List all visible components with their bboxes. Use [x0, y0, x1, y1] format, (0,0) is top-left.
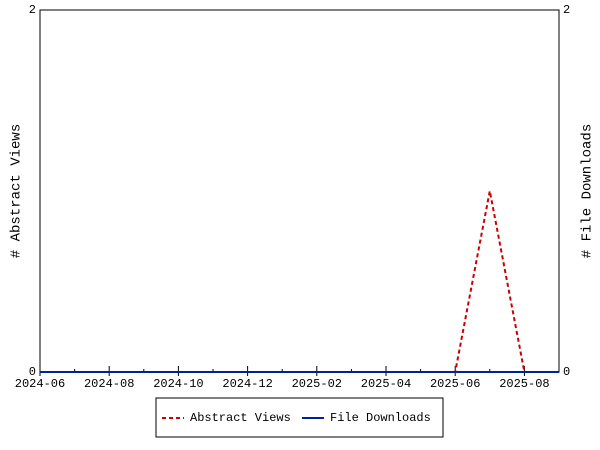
- legend: [155, 397, 444, 438]
- x-tick-label: 2025-06: [430, 377, 480, 391]
- legend-label: Abstract Views: [190, 411, 291, 425]
- x-tick-label: 2025-02: [292, 377, 342, 391]
- y-axis-title: # Abstract Views: [9, 124, 25, 258]
- legend-label: File Downloads: [330, 411, 431, 425]
- x-tick-label: 2024-06: [15, 377, 65, 391]
- x-tick-label: 2024-08: [84, 377, 134, 391]
- y-tick-label: 2: [29, 3, 36, 17]
- x-tick-label: 2024-10: [153, 377, 203, 391]
- x-tick-label: 2024-12: [222, 377, 272, 391]
- x-tick-label: 2025-04: [361, 377, 411, 391]
- plot-area: [39, 9, 560, 373]
- y-tick-label: 0: [29, 365, 36, 379]
- x-tick-label: 2025-08: [499, 377, 549, 391]
- y2-tick-label: 0: [563, 365, 570, 379]
- y2-axis-title: # File Downloads: [580, 124, 596, 258]
- y2-tick-label: 2: [563, 3, 570, 17]
